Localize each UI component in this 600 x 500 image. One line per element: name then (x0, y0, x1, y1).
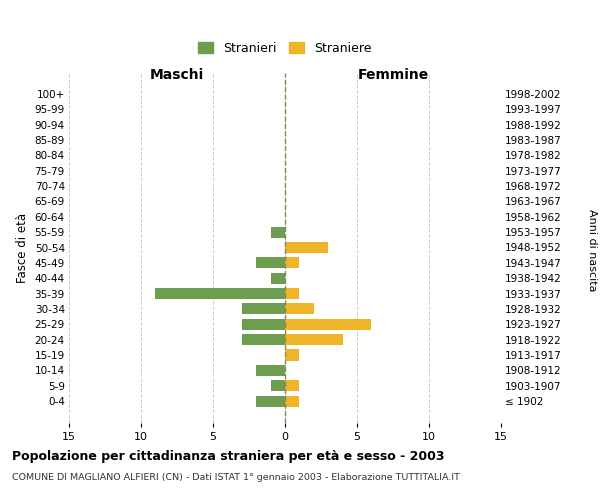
Bar (285, 288, 299, 299)
Bar (285, 350, 299, 360)
Text: Femmine: Femmine (358, 68, 428, 82)
Bar (285, 319, 371, 330)
Bar (271, 380, 285, 391)
Text: COMUNE DI MAGLIANO ALFIERI (CN) - Dati ISTAT 1° gennaio 2003 - Elaborazione TUTT: COMUNE DI MAGLIANO ALFIERI (CN) - Dati I… (12, 472, 460, 482)
Bar (285, 380, 299, 391)
Bar (242, 319, 285, 330)
Bar (271, 272, 285, 283)
Text: Maschi: Maschi (150, 68, 204, 82)
Text: Anni di nascita: Anni di nascita (587, 209, 597, 291)
Bar (285, 304, 314, 314)
Bar (155, 288, 285, 299)
Bar (285, 396, 299, 406)
Bar (242, 334, 285, 345)
Bar (256, 365, 285, 376)
Bar (256, 396, 285, 406)
Y-axis label: Fasce di età: Fasce di età (16, 212, 29, 282)
Text: Popolazione per cittadinanza straniera per età e sesso - 2003: Popolazione per cittadinanza straniera p… (12, 450, 445, 463)
Bar (271, 226, 285, 237)
Bar (242, 304, 285, 314)
Bar (285, 242, 328, 253)
Bar (256, 258, 285, 268)
Legend: Stranieri, Straniere: Stranieri, Straniere (193, 36, 377, 60)
Bar (285, 334, 343, 345)
Bar (285, 258, 299, 268)
